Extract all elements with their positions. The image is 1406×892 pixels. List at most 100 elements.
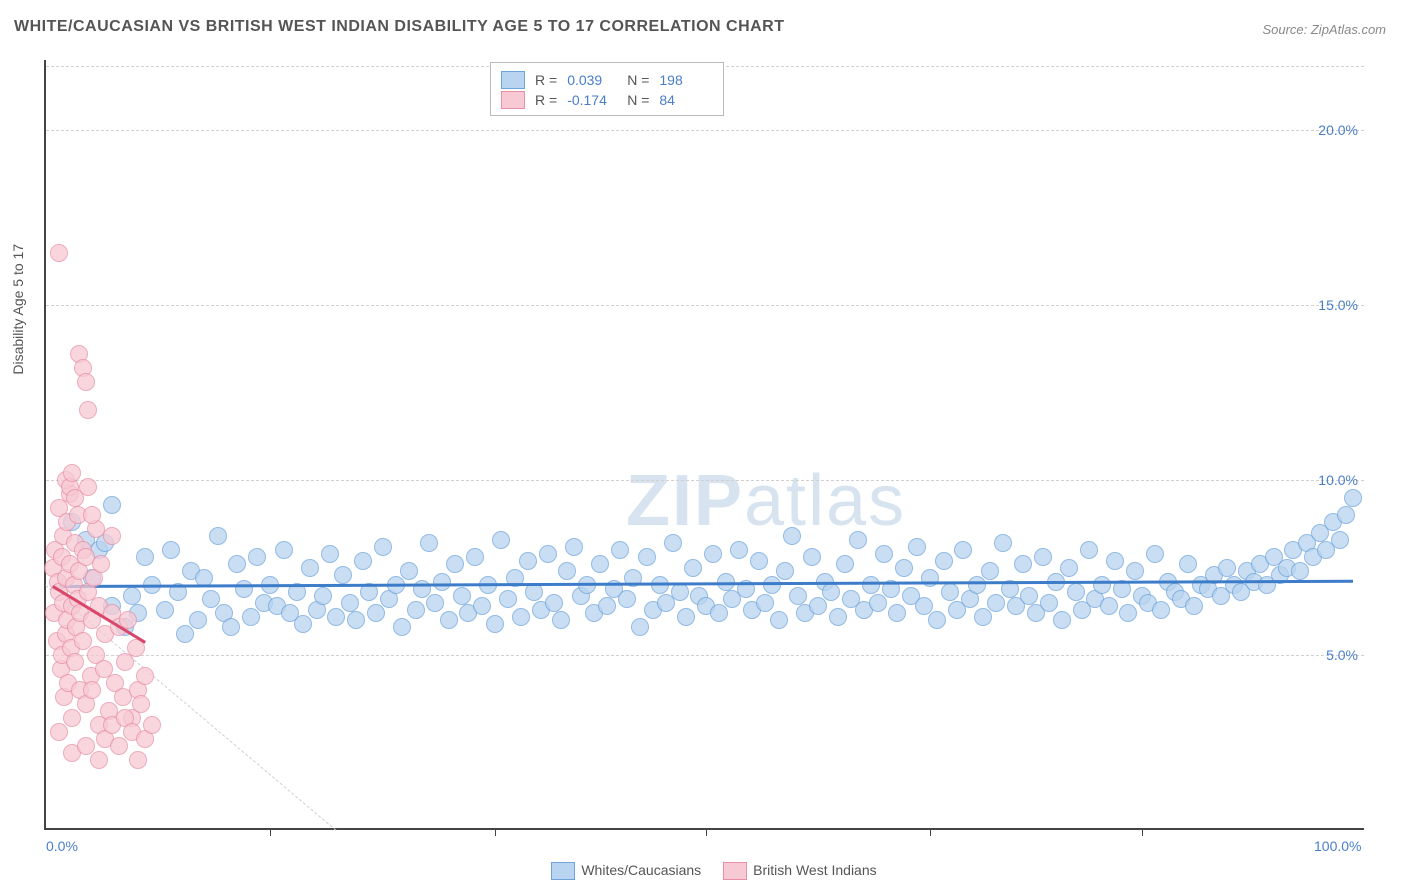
data-point-whites <box>875 545 893 563</box>
data-point-whites <box>750 552 768 570</box>
data-point-whites <box>987 594 1005 612</box>
y-axis-label: Disability Age 5 to 17 <box>10 244 26 375</box>
data-point-whites <box>789 587 807 605</box>
n-value: 84 <box>659 92 709 108</box>
data-point-whites <box>1093 576 1111 594</box>
data-point-whites <box>1020 587 1038 605</box>
data-point-whites <box>248 548 266 566</box>
n-label: N = <box>627 92 649 108</box>
data-point-whites <box>704 545 722 563</box>
data-point-whites <box>473 597 491 615</box>
data-point-whites <box>426 594 444 612</box>
data-point-bwi <box>132 695 150 713</box>
data-point-whites <box>928 611 946 629</box>
series-legend: Whites/Caucasians British West Indians <box>0 862 1406 880</box>
data-point-whites <box>519 552 537 570</box>
data-point-whites <box>1152 601 1170 619</box>
data-point-bwi <box>50 723 68 741</box>
data-point-whites <box>1126 562 1144 580</box>
y-tick-label: 15.0% <box>1318 297 1358 313</box>
x-tick-mark <box>930 828 931 836</box>
data-point-whites <box>301 559 319 577</box>
data-point-whites <box>921 569 939 587</box>
correlation-stats-legend: R =0.039N =198R =-0.174N =84 <box>490 62 724 116</box>
data-point-bwi <box>143 716 161 734</box>
data-point-whites <box>275 541 293 559</box>
gridline-h <box>46 655 1364 656</box>
data-point-bwi <box>110 737 128 755</box>
legend-swatch <box>723 862 747 880</box>
data-point-whites <box>407 601 425 619</box>
data-point-whites <box>1040 594 1058 612</box>
y-tick-label: 20.0% <box>1318 122 1358 138</box>
data-point-whites <box>803 548 821 566</box>
y-tick-label: 5.0% <box>1326 647 1358 663</box>
data-point-whites <box>763 576 781 594</box>
x-tick-mark <box>495 828 496 836</box>
data-point-whites <box>1034 548 1052 566</box>
n-value: 198 <box>659 72 709 88</box>
data-point-whites <box>664 534 682 552</box>
gridline-h <box>46 305 1364 306</box>
watermark: ZIPatlas <box>626 460 906 542</box>
data-point-whites <box>374 538 392 556</box>
data-point-whites <box>228 555 246 573</box>
data-point-whites <box>756 594 774 612</box>
data-point-whites <box>176 625 194 643</box>
data-point-whites <box>1060 559 1078 577</box>
data-point-whites <box>189 611 207 629</box>
data-point-whites <box>591 555 609 573</box>
data-point-bwi <box>63 464 81 482</box>
r-label: R = <box>535 72 557 88</box>
chart-title: WHITE/CAUCASIAN VS BRITISH WEST INDIAN D… <box>14 18 785 36</box>
data-point-whites <box>539 545 557 563</box>
data-point-whites <box>895 559 913 577</box>
data-point-whites <box>869 594 887 612</box>
data-point-bwi <box>103 527 121 545</box>
data-point-whites <box>862 576 880 594</box>
data-point-whites <box>638 548 656 566</box>
data-point-whites <box>400 562 418 580</box>
data-point-bwi <box>92 555 110 573</box>
x-tick-label: 100.0% <box>1314 838 1361 854</box>
data-point-whites <box>314 587 332 605</box>
x-tick-mark <box>706 828 707 836</box>
data-point-whites <box>492 531 510 549</box>
data-point-whites <box>1331 531 1349 549</box>
data-point-whites <box>545 594 563 612</box>
legend-label: Whites/Caucasians <box>581 862 701 878</box>
x-tick-mark <box>270 828 271 836</box>
data-point-whites <box>1014 555 1032 573</box>
data-point-whites <box>941 583 959 601</box>
data-point-whites <box>354 552 372 570</box>
data-point-whites <box>974 608 992 626</box>
data-point-whites <box>954 541 972 559</box>
data-point-whites <box>552 611 570 629</box>
source-credit: Source: ZipAtlas.com <box>1262 22 1386 37</box>
data-point-whites <box>829 608 847 626</box>
data-point-whites <box>611 541 629 559</box>
legend-swatch <box>551 862 575 880</box>
data-point-whites <box>1179 555 1197 573</box>
data-point-whites <box>598 597 616 615</box>
data-point-whites <box>908 538 926 556</box>
stats-row: R =-0.174N =84 <box>501 91 709 109</box>
data-point-whites <box>294 615 312 633</box>
data-point-whites <box>1185 597 1203 615</box>
data-point-bwi <box>129 751 147 769</box>
data-point-whites <box>393 618 411 636</box>
data-point-whites <box>809 597 827 615</box>
data-point-bwi <box>66 489 84 507</box>
data-point-whites <box>420 534 438 552</box>
legend-swatch <box>501 71 525 89</box>
data-point-whites <box>888 604 906 622</box>
data-point-whites <box>499 590 517 608</box>
data-point-whites <box>822 583 840 601</box>
data-point-whites <box>433 573 451 591</box>
r-value: -0.174 <box>567 92 617 108</box>
legend-label: British West Indians <box>753 862 876 878</box>
data-point-bwi <box>83 681 101 699</box>
data-point-whites <box>525 583 543 601</box>
data-point-whites <box>849 531 867 549</box>
data-point-whites <box>1291 562 1309 580</box>
